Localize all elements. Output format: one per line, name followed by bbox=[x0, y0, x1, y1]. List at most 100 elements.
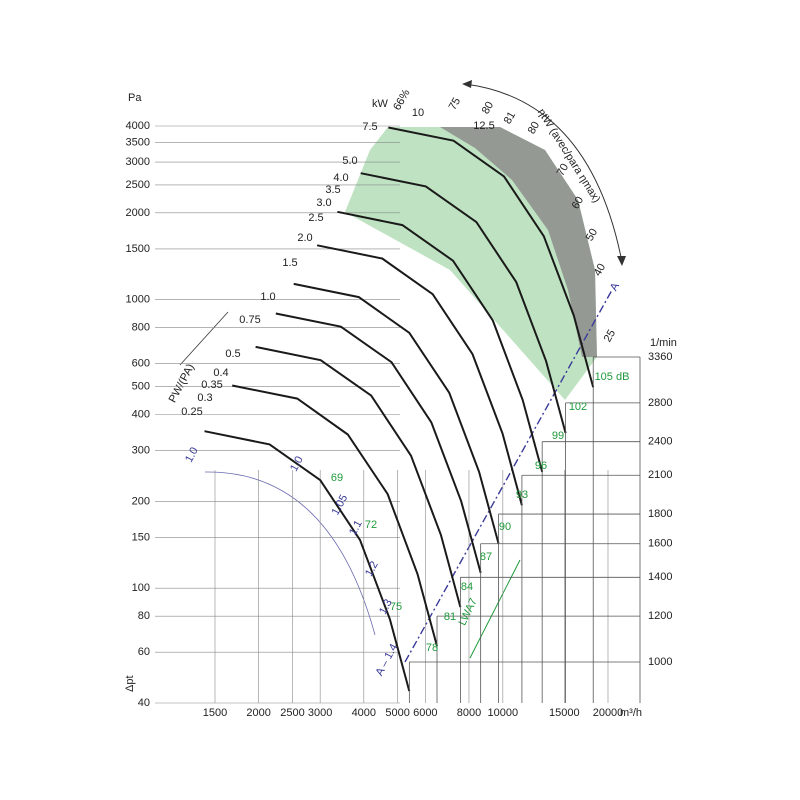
ratio-title: PW/(PA) bbox=[167, 362, 197, 405]
y-tick-label: 200 bbox=[132, 495, 150, 507]
y-tick-label: 400 bbox=[132, 408, 150, 420]
x-tick-label: 2500 bbox=[280, 707, 304, 719]
power-arrow bbox=[179, 311, 229, 366]
sound-label: 81 bbox=[444, 611, 456, 623]
efficiency-label: 75 bbox=[447, 96, 464, 113]
sound-label: 69 bbox=[331, 472, 343, 484]
ratio-label: 1.0 bbox=[288, 454, 306, 473]
y-tick-label: 500 bbox=[132, 380, 150, 392]
sound-label: 90 bbox=[499, 521, 511, 533]
y-tick-label: 80 bbox=[138, 610, 150, 622]
power-label: 1.5 bbox=[282, 257, 297, 269]
y-tick-label: 2500 bbox=[126, 179, 150, 191]
power-label: 3.0 bbox=[316, 197, 331, 209]
fan-curve bbox=[316, 244, 523, 506]
y-tick-label: 3000 bbox=[126, 156, 150, 168]
max-efficiency-zone bbox=[440, 127, 597, 357]
fan-curve bbox=[204, 430, 411, 692]
efficiency-label: 25 bbox=[602, 328, 619, 345]
y2-tick-label: 2400 bbox=[648, 436, 672, 448]
power-label: 5.0 bbox=[342, 155, 357, 167]
y2-tick-label: 2100 bbox=[648, 469, 672, 481]
y-tick-label: 1000 bbox=[126, 294, 150, 306]
y-tick-label: 4000 bbox=[126, 120, 150, 132]
efficiency-label: 70 bbox=[555, 162, 572, 179]
efficiency-label: 81 bbox=[502, 110, 519, 127]
y-tick-label: 100 bbox=[132, 582, 150, 594]
line-label: A – 1.4 bbox=[374, 642, 401, 678]
x-tick-label: 20000 bbox=[593, 707, 624, 719]
x-tick-label: 15000 bbox=[549, 707, 580, 719]
y-tick-label: 2000 bbox=[126, 207, 150, 219]
x-tick-label: 3000 bbox=[308, 707, 332, 719]
power-label: 2.5 bbox=[308, 212, 323, 224]
ratio-label: 1.2 bbox=[363, 559, 381, 578]
x-tick-label: 5000 bbox=[385, 707, 409, 719]
y-tick-label: 150 bbox=[132, 531, 150, 543]
power-label: 0.4 bbox=[213, 367, 228, 379]
fan-curve bbox=[275, 312, 482, 574]
y2-tick-label: 1000 bbox=[648, 656, 672, 668]
x-tick-label: 4000 bbox=[352, 707, 376, 719]
ratio-label: 1.1 bbox=[347, 518, 365, 537]
power-label: 0.3 bbox=[197, 392, 212, 404]
y2-tick-label: 3360 bbox=[648, 351, 672, 363]
y-tick-label: 60 bbox=[138, 646, 150, 658]
power-label: 0.75 bbox=[239, 314, 260, 326]
y-label: Pa bbox=[128, 92, 142, 104]
power-label: 0.5 bbox=[225, 348, 240, 360]
sound-label: 102 bbox=[569, 401, 587, 413]
fan-curve bbox=[255, 345, 462, 608]
power-label: 3.5 bbox=[325, 184, 340, 196]
y2-tick-label: 1400 bbox=[648, 571, 672, 583]
fan-curve bbox=[232, 384, 438, 647]
sound-arrow bbox=[469, 559, 521, 659]
power-label: 2.0 bbox=[297, 232, 312, 244]
x-tick-label: 8000 bbox=[457, 707, 481, 719]
y-tick-label: 600 bbox=[132, 358, 150, 370]
sound-label: 72 bbox=[365, 519, 377, 531]
arrow-head bbox=[617, 256, 626, 266]
efficiency-label: 80 bbox=[480, 100, 497, 117]
fan-curve bbox=[293, 282, 500, 544]
efficiency-label: 50 bbox=[584, 227, 601, 244]
arrow-head bbox=[462, 80, 472, 88]
sound-label: 78 bbox=[426, 642, 438, 654]
x-tick-label: 2000 bbox=[246, 707, 270, 719]
y-tick-label: 1500 bbox=[126, 243, 150, 255]
fan-curve bbox=[360, 172, 567, 434]
y2-label: 1/min bbox=[650, 337, 677, 349]
ratio-label: 1.05 bbox=[330, 493, 351, 518]
x-tick-label: 1500 bbox=[203, 707, 227, 719]
efficiency-arrow bbox=[464, 83, 623, 263]
y2-tick-label: 2800 bbox=[648, 397, 672, 409]
power-label: 1.0 bbox=[260, 291, 275, 303]
efficiency-label: 80 bbox=[526, 120, 543, 137]
efficiency-label: 66% bbox=[391, 87, 413, 112]
sound-label: 105 dB bbox=[595, 371, 630, 383]
sound-label: 87 bbox=[480, 551, 492, 563]
ratio-arc bbox=[204, 471, 376, 636]
sound-label: 84 bbox=[461, 581, 473, 593]
power-label: 12.5 bbox=[473, 120, 494, 132]
y-tick-label: 300 bbox=[132, 444, 150, 456]
fan-curve bbox=[337, 210, 544, 473]
power-label: 0.25 bbox=[181, 406, 202, 418]
y-tick-label: 800 bbox=[132, 322, 150, 334]
efficiency-label: 60 bbox=[570, 195, 587, 212]
fan-curve bbox=[388, 126, 595, 388]
power-label: 10 bbox=[412, 107, 424, 119]
y2-tick-label: 1600 bbox=[648, 538, 672, 550]
sound-label: 99 bbox=[552, 430, 564, 442]
efficiency-label: 40 bbox=[592, 262, 609, 279]
y-tick-label: 40 bbox=[138, 697, 150, 709]
y-axis-title: Δpt bbox=[124, 675, 136, 692]
power-label: 7.5 bbox=[362, 121, 377, 133]
y2-tick-label: 1800 bbox=[648, 508, 672, 520]
y2-tick-label: 1200 bbox=[648, 610, 672, 622]
x-unit: m³/h bbox=[620, 707, 642, 719]
power-label: 0.35 bbox=[201, 379, 222, 391]
sound-label: 93 bbox=[516, 489, 528, 501]
x-tick-label: 10000 bbox=[488, 707, 519, 719]
